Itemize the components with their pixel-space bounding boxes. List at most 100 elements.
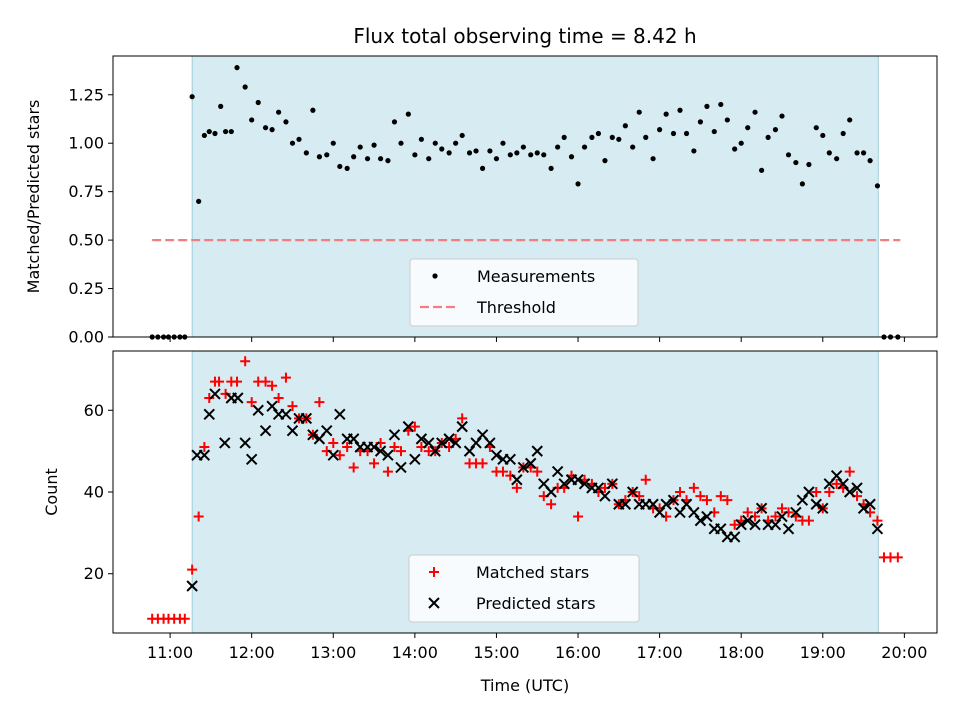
matched-star-point [688,482,699,493]
bottom-legend: Matched stars Predicted stars [408,554,640,623]
matched-star-point [232,376,243,387]
measurement-point [324,152,330,158]
measurement-point [249,117,255,123]
predicted-star-point [382,449,394,461]
bottom-legend-label: Matched stars [476,563,589,582]
measurement-point [745,125,751,131]
x-tick-label: 12:00 [229,643,275,662]
matched-star-point [179,613,190,624]
top-y-tick-label: 0.50 [68,231,104,250]
measurement-point [772,127,779,133]
matched-star-point [287,401,298,412]
predicted-star-point [456,420,468,433]
measurement-point [847,117,853,123]
predicted-star-point [531,445,543,457]
predicted-star-point [782,523,795,535]
predicted-star-point [755,502,768,515]
matched-star-point [348,462,359,473]
matched-star-point [267,380,278,391]
top-y-tick-label: 1.00 [68,134,104,153]
predicted-star-point [796,494,809,506]
predicted-star-point [851,482,863,494]
measurement-point [296,136,302,142]
predicted-star-point [674,506,686,519]
predicted-star-point [626,486,639,498]
measurement-point [609,134,615,140]
predicted-star-point [525,457,537,470]
measurement-point [799,181,805,187]
measurement-point [752,109,758,115]
measurement-point [426,156,432,162]
measurement-point [697,119,704,125]
measurement-point [779,113,785,119]
measurement-point [575,181,581,187]
matched-star-point [640,474,651,485]
matched-star-point [334,450,345,461]
predicted-star-point [667,494,680,506]
measurement-point [711,128,717,135]
measurement-point [357,144,363,150]
measurement-point [337,163,343,170]
legend-matched-marker [429,567,439,577]
bottom-panel-counts: 20 40 60 11:00 12:00 13:00 14:00 15:00 16:00 17:0… [42,350,938,695]
predicted-star-point [776,510,788,523]
matched-star-point [328,437,339,448]
bottom-y-axis-label: Count [42,468,61,516]
matched-star-point [342,442,353,453]
measurement-point [683,130,690,137]
measurement-point [371,142,377,148]
predicted-star-point [402,420,415,433]
measurement-point [446,150,452,156]
measurement-point [541,152,547,158]
matched-star-point [246,397,257,408]
matched-star-point [872,515,883,526]
measurement-point [758,167,765,173]
measurement-point [724,117,730,123]
measurement-point [520,144,526,150]
predicted-star-point [517,461,530,474]
measurement-point [589,134,595,140]
measurement-point [840,130,846,137]
predicted-star-point [203,408,215,421]
matched-star-point [273,393,284,403]
predicted-star-point [606,478,619,490]
measurement-point [548,165,554,171]
top-y-axis-label: Matched/Predicted stars [24,100,43,294]
measurement-point [310,107,316,113]
measurement-point [330,140,336,146]
predicted-star-point [321,424,333,437]
top-legend-box [409,258,639,327]
predicted-star-point [803,486,815,498]
predicted-star-point [551,465,564,478]
predicted-star-point [864,498,876,510]
predicted-star-point [871,523,884,535]
matched-star-point [369,458,380,469]
matched-star-point [675,487,686,497]
predicted-star-point [443,433,455,445]
predicted-star-point [395,461,407,474]
bottom-series-predicted-stars [186,388,884,592]
measurement-point [242,84,248,90]
predicted-star-point [423,437,435,449]
top-axes-frame [112,55,938,338]
measurement-point [555,144,561,150]
measurement-point [785,152,792,158]
measurement-point [643,134,649,140]
matched-star-point [240,356,251,367]
predicted-star-point [647,498,659,510]
measurement-point [351,154,357,160]
predicted-star-point [307,429,319,441]
predicted-star-point [790,506,802,519]
matched-star-point [389,442,400,453]
top-legend: Measurements Threshold [409,258,639,327]
matched-star-point [776,503,787,514]
predicted-star-point [463,445,476,457]
measurement-point [595,130,602,137]
measurement-point [867,158,873,164]
matched-star-point [701,495,712,506]
measurement-point [262,125,269,131]
predicted-star-point [545,486,557,498]
predicted-star-point [701,510,713,523]
measurement-point [820,132,826,139]
bottom-y-tick-label: 60 [84,401,104,420]
